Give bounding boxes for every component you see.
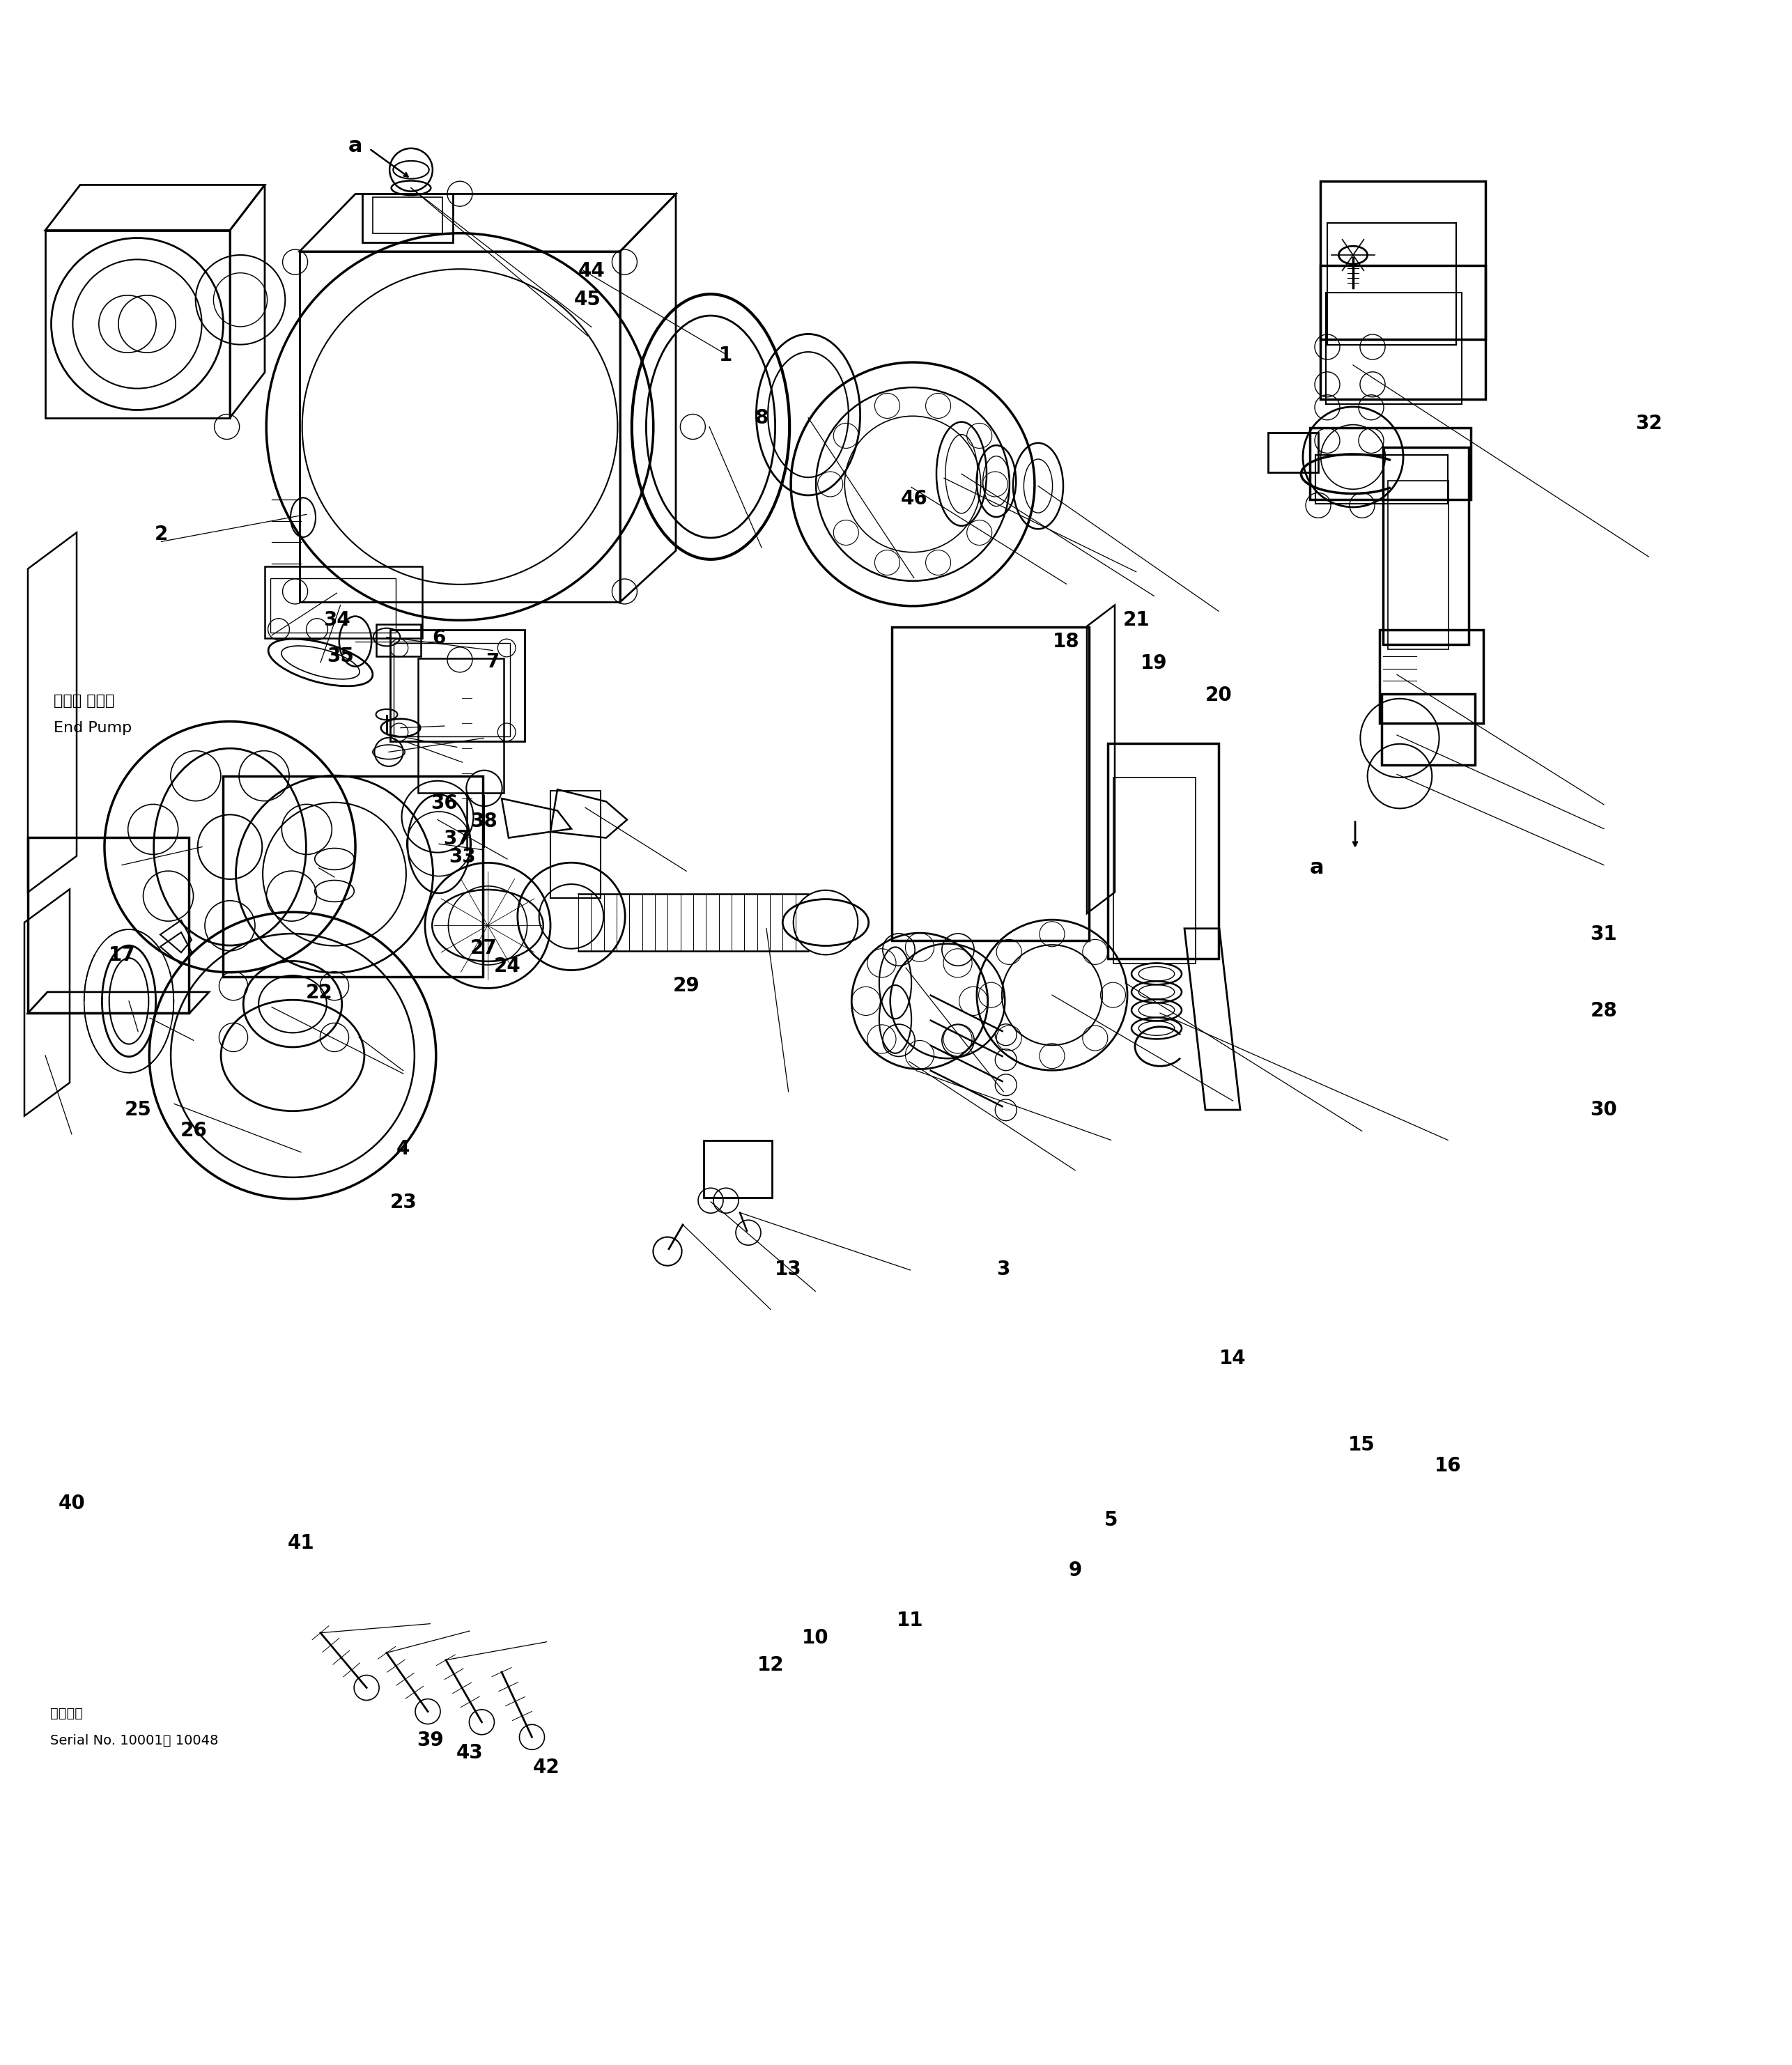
Text: 17: 17	[108, 946, 136, 964]
Text: 37: 37	[443, 830, 471, 849]
Text: 14: 14	[1219, 1348, 1247, 1369]
Text: 23: 23	[389, 1194, 418, 1212]
Bar	[550, 791, 600, 898]
Text: 35: 35	[326, 646, 355, 665]
Text: a: a	[348, 136, 362, 155]
Text: Serial No. 10001～ 10048: Serial No. 10001～ 10048	[50, 1735, 219, 1747]
Text: 21: 21	[1122, 611, 1150, 630]
Bar	[391, 630, 525, 741]
Text: 32: 32	[1634, 413, 1663, 434]
Text: 11: 11	[898, 1611, 923, 1629]
Bar	[1107, 743, 1219, 958]
Bar	[1315, 454, 1448, 504]
Bar	[1328, 223, 1457, 345]
Text: 41: 41	[287, 1534, 315, 1553]
Text: 3: 3	[996, 1260, 1011, 1278]
Text: 42: 42	[532, 1757, 561, 1776]
Bar	[418, 659, 504, 793]
Text: 27: 27	[470, 938, 498, 958]
Text: 43: 43	[455, 1743, 484, 1764]
Text: 16: 16	[1434, 1456, 1462, 1476]
Text: 4: 4	[396, 1140, 410, 1158]
Text: 40: 40	[57, 1493, 86, 1514]
Text: 25: 25	[124, 1101, 152, 1119]
Text: 24: 24	[493, 956, 521, 977]
Text: 22: 22	[305, 983, 333, 1004]
Text: 46: 46	[900, 489, 928, 508]
Bar	[1269, 434, 1319, 473]
Text: 38: 38	[470, 812, 498, 830]
Bar	[362, 194, 453, 242]
Bar	[1383, 448, 1469, 644]
Text: 19: 19	[1142, 655, 1167, 673]
Text: 2: 2	[154, 525, 168, 543]
Text: 5: 5	[1104, 1510, 1118, 1530]
Text: 適用号機: 適用号機	[50, 1708, 82, 1720]
Text: 8: 8	[754, 409, 769, 427]
Text: a: a	[1310, 857, 1324, 878]
Bar	[1321, 264, 1486, 399]
Bar	[271, 578, 396, 632]
Text: 1: 1	[719, 345, 733, 366]
Text: 36: 36	[430, 793, 459, 814]
Text: 18: 18	[1052, 632, 1081, 653]
Text: 28: 28	[1590, 1002, 1618, 1020]
Bar	[265, 566, 423, 638]
Bar	[1321, 182, 1486, 339]
Bar	[892, 628, 1090, 942]
Bar	[704, 1140, 772, 1198]
Bar	[29, 838, 190, 1014]
Text: End Pump: End Pump	[54, 721, 133, 735]
Bar	[1387, 481, 1448, 648]
Text: 45: 45	[573, 289, 602, 310]
Bar	[1382, 694, 1475, 766]
Bar	[1380, 630, 1484, 723]
Text: 34: 34	[323, 611, 351, 630]
Bar	[1326, 293, 1462, 405]
Text: 33: 33	[448, 847, 477, 867]
Text: 10: 10	[801, 1629, 830, 1648]
Text: 44: 44	[577, 260, 606, 281]
Bar	[222, 776, 482, 977]
Text: 6: 6	[432, 628, 446, 648]
Text: 26: 26	[179, 1121, 208, 1140]
Bar	[1310, 427, 1471, 500]
Bar	[1113, 776, 1195, 964]
Text: 30: 30	[1590, 1101, 1618, 1119]
Text: 15: 15	[1348, 1435, 1376, 1454]
Bar	[394, 642, 511, 737]
Text: 29: 29	[672, 977, 701, 995]
Text: エンド ポンプ: エンド ポンプ	[54, 694, 115, 708]
Text: 20: 20	[1204, 686, 1233, 706]
Text: 12: 12	[756, 1656, 785, 1675]
Bar	[373, 196, 443, 233]
Text: 13: 13	[774, 1260, 803, 1278]
Text: 9: 9	[1068, 1561, 1082, 1580]
Bar	[376, 624, 421, 657]
Text: 31: 31	[1590, 925, 1618, 944]
Text: 7: 7	[486, 653, 500, 671]
Text: 39: 39	[416, 1730, 444, 1749]
